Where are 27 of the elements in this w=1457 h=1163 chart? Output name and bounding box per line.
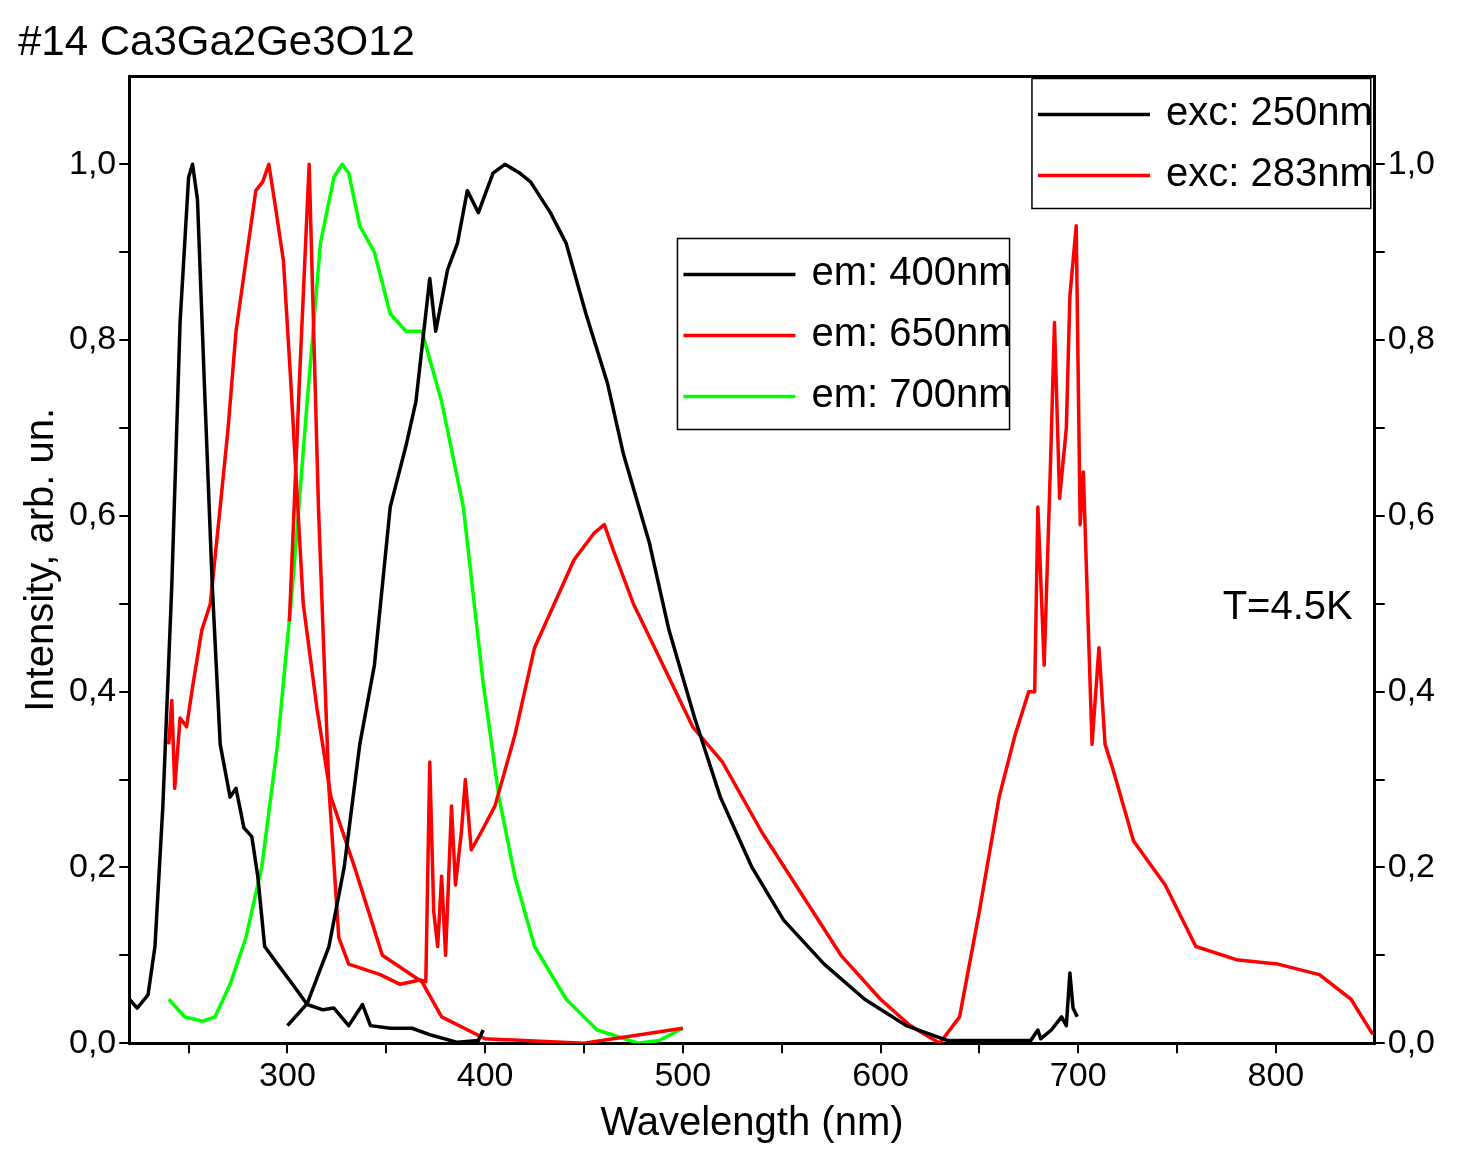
legend-label: exc: 250nm <box>1165 89 1373 134</box>
x-tick-label: 300 <box>259 1054 316 1093</box>
y2-tick-label: 0,0 <box>1387 1021 1435 1060</box>
legend-label: exc: 283nm <box>1165 150 1373 195</box>
y2-tick-label: 0,2 <box>1387 845 1435 884</box>
legend-label: em: 700nm <box>811 371 1012 416</box>
y-axis-title: Intensity, arb. un. <box>17 407 62 712</box>
legend-label: em: 400nm <box>811 249 1012 294</box>
x-tick-label: 400 <box>456 1054 514 1093</box>
chart-title: #14 Ca3Ga2Ge3O12 <box>18 16 415 64</box>
x-tick-label: 700 <box>1049 1054 1107 1093</box>
y-tick-label: 0,2 <box>69 845 117 884</box>
x-tick-label: 600 <box>852 1054 909 1093</box>
y2-tick-label: 1,0 <box>1387 142 1435 181</box>
y-tick-label: 0,4 <box>69 670 117 709</box>
y-tick-label: 1,0 <box>69 142 117 181</box>
y-tick-label: 0,6 <box>69 494 117 533</box>
x-axis-title: Wavelength (nm) <box>600 1099 904 1144</box>
annotation: T=4.5K <box>1222 583 1354 628</box>
y2-tick-label: 0,4 <box>1387 670 1435 709</box>
legend-label: em: 650nm <box>811 310 1012 355</box>
y2-tick-label: 0,6 <box>1387 494 1435 533</box>
y2-tick-label: 0,8 <box>1387 318 1435 357</box>
y-tick-label: 0,8 <box>69 318 117 357</box>
x-tick-label: 800 <box>1247 1054 1305 1093</box>
x-tick-label: 500 <box>654 1054 712 1093</box>
y-tick-label: 0,0 <box>69 1021 117 1060</box>
